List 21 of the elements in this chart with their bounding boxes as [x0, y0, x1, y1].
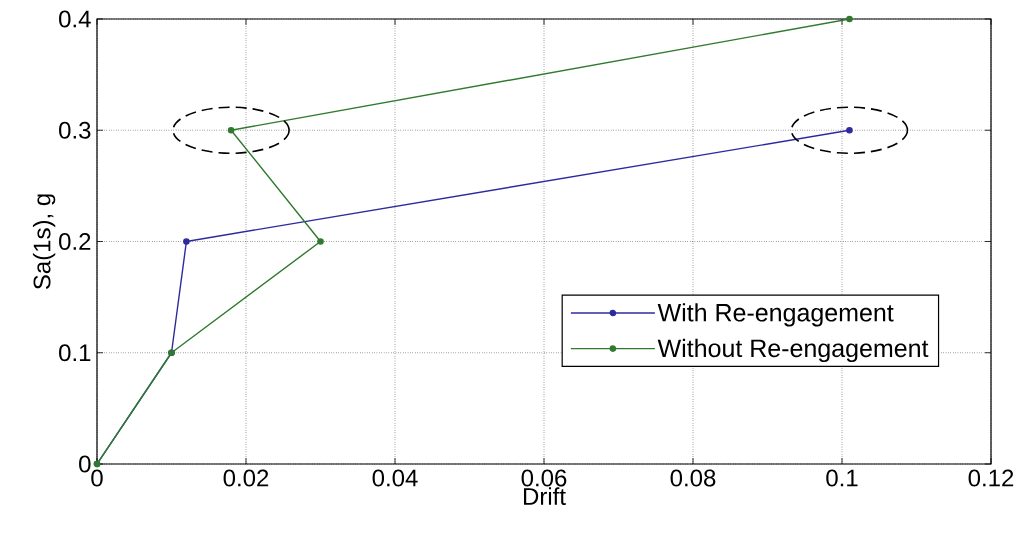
point — [846, 15, 853, 23]
point — [317, 238, 324, 245]
x-tick-label: 0.1 — [826, 469, 858, 487]
x-tick-label: 0 — [91, 469, 103, 487]
y-tick-label: 0.1 — [59, 344, 91, 362]
x-axis-title: Drift — [523, 487, 566, 505]
legend-label: Without Re-engagement — [657, 338, 929, 363]
y-tick-label: 0 — [79, 455, 91, 473]
point — [183, 238, 190, 245]
legend-label: With Re-engagement — [657, 303, 894, 327]
x-tick-label: 0.12 — [968, 469, 1014, 487]
x-tick-label: 0.04 — [372, 469, 418, 487]
x-tick-label: 0.08 — [670, 469, 716, 487]
point — [227, 126, 235, 134]
point — [846, 126, 853, 134]
y-tick-label: 0.2 — [59, 232, 91, 250]
y-tick-label: 0.4 — [59, 10, 91, 28]
x-tick-label: 0.02 — [223, 469, 269, 487]
y-axis-title: Sa(1s), g — [32, 194, 56, 290]
x-tick-label: 0.06 — [521, 469, 567, 487]
y-tick-label: 0.3 — [59, 121, 91, 139]
